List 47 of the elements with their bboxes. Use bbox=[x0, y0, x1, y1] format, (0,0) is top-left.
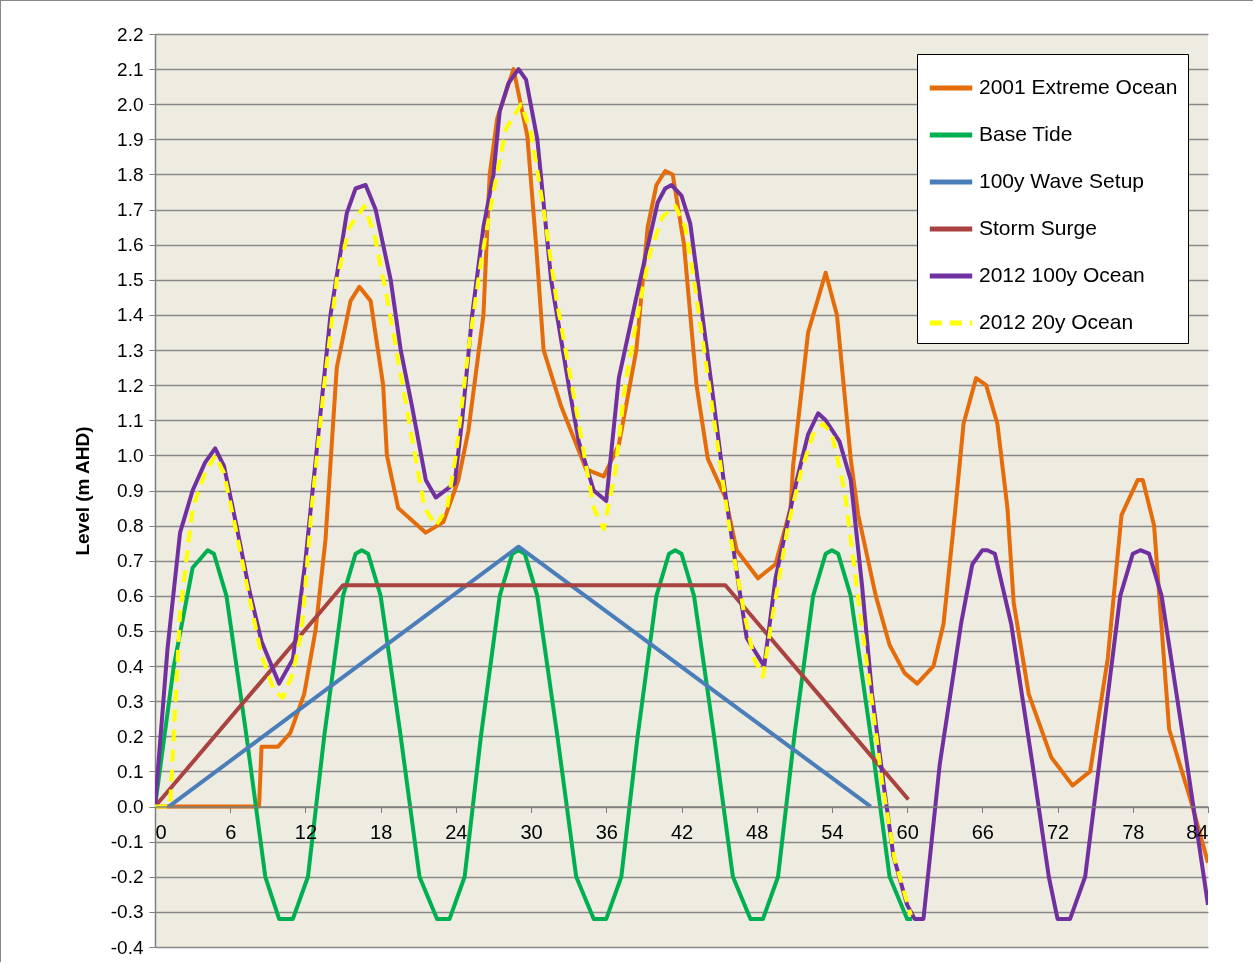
y-tick-label: 1.8 bbox=[117, 163, 144, 185]
y-tick-label: 0.6 bbox=[117, 585, 144, 607]
x-tick-label: 18 bbox=[370, 821, 393, 844]
y-tick-label: -0.1 bbox=[110, 831, 144, 853]
y-tick-label: -0.2 bbox=[110, 866, 144, 888]
y-tick-label: 1.4 bbox=[117, 304, 144, 326]
y-tick-label: 1.3 bbox=[117, 339, 144, 361]
y-tick-label: 1.7 bbox=[117, 199, 144, 221]
x-tick-label: 78 bbox=[1122, 821, 1145, 844]
y-tick-label: 1.5 bbox=[117, 269, 144, 291]
y-tick-label: 2.2 bbox=[117, 23, 144, 45]
legend-label: 100y Wave Setup bbox=[979, 169, 1144, 192]
x-tick-label: 0 bbox=[155, 821, 167, 844]
y-tick-label: 0.1 bbox=[117, 760, 144, 782]
y-tick-label: -0.4 bbox=[110, 936, 144, 958]
y-tick-label: 1.6 bbox=[117, 234, 144, 256]
y-tick-label: -0.3 bbox=[110, 901, 144, 923]
y-tick-label: 0.3 bbox=[117, 690, 144, 712]
y-tick-label: 0.7 bbox=[117, 550, 144, 572]
y-tick-label: 0.9 bbox=[117, 480, 144, 501]
y-tick-label: 0.2 bbox=[117, 725, 144, 747]
y-tick-label: 0.8 bbox=[117, 515, 144, 537]
legend-label: 2012 20y Ocean bbox=[979, 310, 1134, 333]
y-tick-label: 1.9 bbox=[117, 128, 144, 150]
x-tick-label: 42 bbox=[670, 821, 694, 844]
legend-label: Storm Surge bbox=[979, 216, 1097, 239]
x-tick-label: 30 bbox=[520, 821, 543, 844]
x-tick-label: 6 bbox=[225, 821, 237, 844]
x-tick-label: 48 bbox=[746, 821, 769, 844]
y-tick-label: 2.1 bbox=[117, 58, 144, 80]
y-tick-label: 1.0 bbox=[117, 444, 144, 466]
x-tick-label: 60 bbox=[896, 821, 919, 844]
y-tick-label: 1.2 bbox=[117, 374, 144, 396]
y-tick-label: 0.0 bbox=[117, 796, 144, 818]
x-tick-label: 66 bbox=[971, 821, 994, 844]
y-tick-label: 0.5 bbox=[117, 620, 144, 642]
legend-label: Base Tide bbox=[979, 122, 1073, 145]
x-tick-label: 54 bbox=[821, 821, 844, 844]
x-tick-label: 24 bbox=[445, 821, 468, 844]
y-tick-label: 0.4 bbox=[117, 655, 144, 677]
y-tick-label: 2.0 bbox=[117, 93, 144, 115]
x-tick-label: 72 bbox=[1046, 821, 1070, 844]
legend-label: 2001 Extreme Ocean bbox=[979, 75, 1178, 98]
y-tick-label: 1.1 bbox=[117, 409, 144, 431]
legend-label: 2012 100y Ocean bbox=[979, 263, 1145, 286]
x-tick-label: 36 bbox=[595, 821, 618, 844]
y-axis-title: Level (m AHD) bbox=[71, 426, 93, 556]
